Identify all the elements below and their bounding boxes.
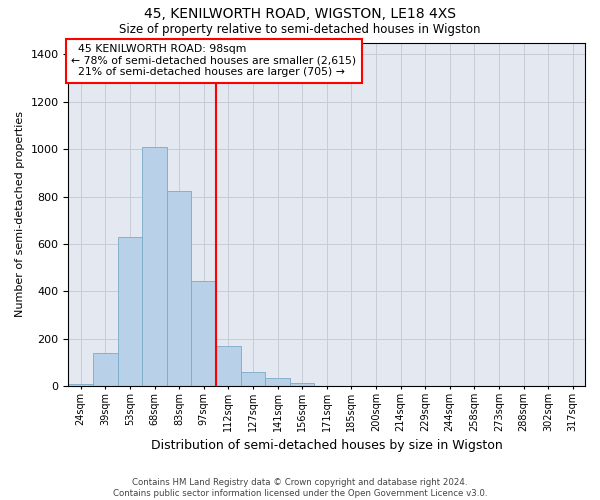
Bar [118, 237, 142, 386]
Text: 45 KENILWORTH ROAD: 98sqm  
← 78% of semi-detached houses are smaller (2,615)
  : 45 KENILWORTH ROAD: 98sqm ← 78% of semi-… [71, 44, 356, 78]
Bar [265, 378, 290, 386]
Bar [216, 346, 241, 386]
Text: Contains HM Land Registry data © Crown copyright and database right 2024.
Contai: Contains HM Land Registry data © Crown c… [113, 478, 487, 498]
X-axis label: Distribution of semi-detached houses by size in Wigston: Distribution of semi-detached houses by … [151, 440, 503, 452]
Bar [290, 382, 314, 386]
Bar [93, 353, 118, 386]
Text: Size of property relative to semi-detached houses in Wigston: Size of property relative to semi-detach… [119, 22, 481, 36]
Bar [68, 384, 93, 386]
Bar [167, 190, 191, 386]
Bar [142, 147, 167, 386]
Text: 45, KENILWORTH ROAD, WIGSTON, LE18 4XS: 45, KENILWORTH ROAD, WIGSTON, LE18 4XS [144, 8, 456, 22]
Bar [241, 372, 265, 386]
Y-axis label: Number of semi-detached properties: Number of semi-detached properties [15, 112, 25, 318]
Bar [191, 280, 216, 386]
